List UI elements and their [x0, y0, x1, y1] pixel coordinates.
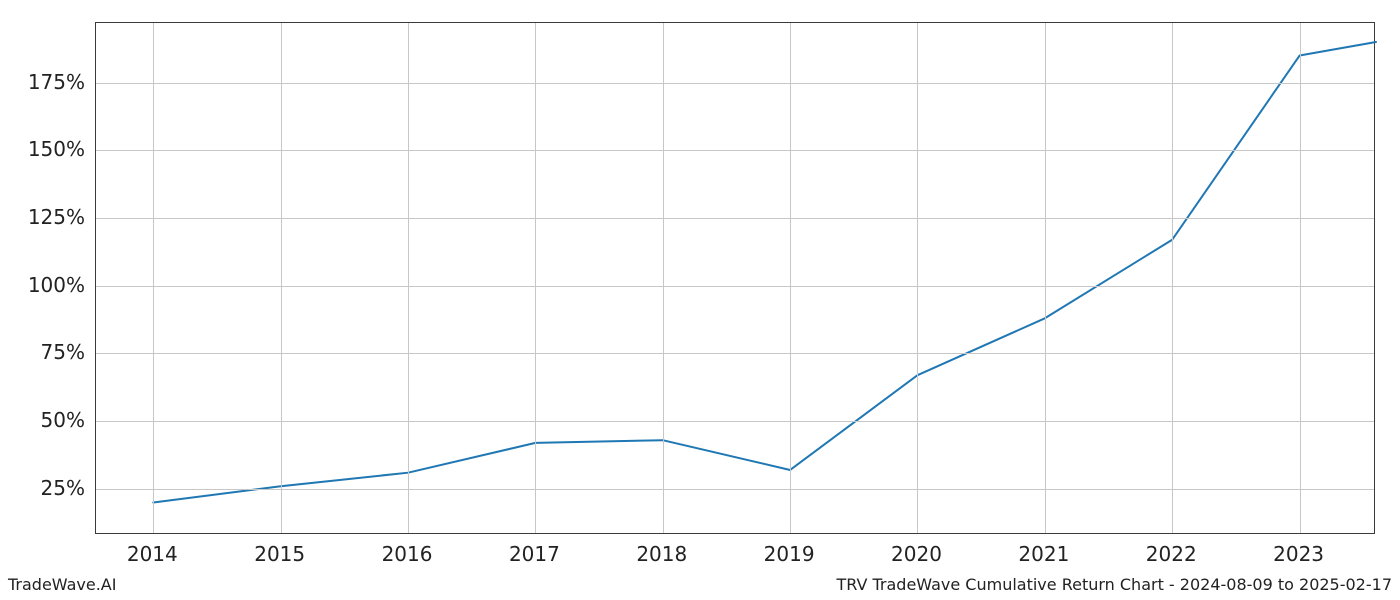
x-tick-label: 2023 [1273, 542, 1324, 566]
grid-line-horizontal [96, 353, 1374, 354]
y-tick-label: 150% [28, 137, 85, 161]
grid-line-vertical [1045, 23, 1046, 533]
grid-line-horizontal [96, 218, 1374, 219]
grid-line-vertical [1300, 23, 1301, 533]
grid-line-vertical [535, 23, 536, 533]
return-series-line [153, 42, 1376, 503]
grid-line-horizontal [96, 286, 1374, 287]
grid-line-vertical [790, 23, 791, 533]
x-tick-label: 2016 [382, 542, 433, 566]
x-tick-label: 2018 [636, 542, 687, 566]
y-tick-label: 125% [28, 205, 85, 229]
x-tick-label: 2017 [509, 542, 560, 566]
plot-area [95, 22, 1375, 534]
chart-container: TradeWave.AI TRV TradeWave Cumulative Re… [0, 0, 1400, 600]
y-tick-label: 25% [41, 476, 85, 500]
grid-line-horizontal [96, 489, 1374, 490]
x-tick-label: 2014 [127, 542, 178, 566]
x-tick-label: 2021 [1018, 542, 1069, 566]
y-tick-label: 75% [41, 340, 85, 364]
grid-line-vertical [408, 23, 409, 533]
grid-line-horizontal [96, 421, 1374, 422]
grid-line-vertical [1172, 23, 1173, 533]
grid-line-horizontal [96, 83, 1374, 84]
line-chart-svg [96, 23, 1376, 535]
grid-line-vertical [663, 23, 664, 533]
y-tick-label: 50% [41, 408, 85, 432]
y-tick-label: 175% [28, 70, 85, 94]
grid-line-vertical [281, 23, 282, 533]
footer-caption: TRV TradeWave Cumulative Return Chart - … [836, 575, 1392, 594]
grid-line-vertical [153, 23, 154, 533]
x-tick-label: 2022 [1146, 542, 1197, 566]
y-tick-label: 100% [28, 273, 85, 297]
x-tick-label: 2019 [764, 542, 815, 566]
x-tick-label: 2020 [891, 542, 942, 566]
grid-line-vertical [917, 23, 918, 533]
footer-brand: TradeWave.AI [8, 575, 116, 594]
x-tick-label: 2015 [254, 542, 305, 566]
grid-line-horizontal [96, 150, 1374, 151]
